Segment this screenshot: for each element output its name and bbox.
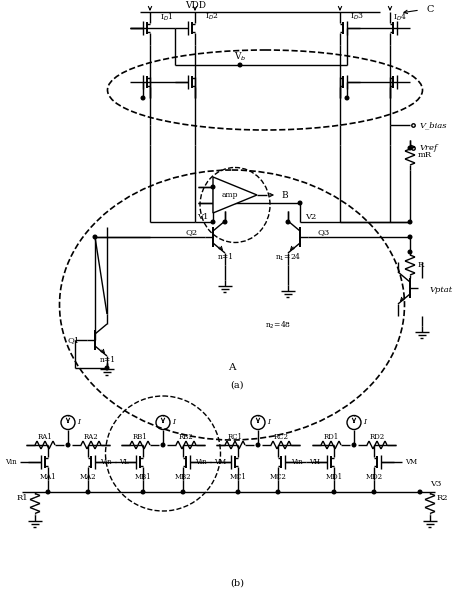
Circle shape xyxy=(332,490,336,494)
Circle shape xyxy=(46,490,50,494)
Text: I$_D$2: I$_D$2 xyxy=(205,12,219,22)
Text: I: I xyxy=(267,418,270,426)
Text: Vin: Vin xyxy=(195,458,207,466)
Text: RB1: RB1 xyxy=(133,433,147,441)
Text: V_bias: V_bias xyxy=(420,121,447,129)
Text: RA2: RA2 xyxy=(83,433,99,441)
Circle shape xyxy=(141,96,145,100)
Circle shape xyxy=(298,201,302,205)
Text: I: I xyxy=(77,418,80,426)
Text: Vin: Vin xyxy=(5,458,17,466)
Text: Vref: Vref xyxy=(420,144,438,152)
Text: VL: VL xyxy=(119,458,128,466)
Text: Vin: Vin xyxy=(292,458,303,466)
Text: MD1: MD1 xyxy=(326,473,343,481)
Text: R2: R2 xyxy=(437,494,448,502)
Text: RC2: RC2 xyxy=(273,433,289,441)
Text: (b): (b) xyxy=(230,579,244,588)
Circle shape xyxy=(236,490,240,494)
Text: V2: V2 xyxy=(305,213,316,221)
Text: MB2: MB2 xyxy=(175,473,191,481)
Circle shape xyxy=(211,185,215,189)
Text: Q2: Q2 xyxy=(186,228,198,236)
Circle shape xyxy=(238,63,242,67)
Circle shape xyxy=(352,443,356,447)
Text: Vin: Vin xyxy=(100,458,112,466)
Text: I$_D$4: I$_D$4 xyxy=(393,11,407,23)
Text: n=1: n=1 xyxy=(218,253,234,261)
Text: V1: V1 xyxy=(197,213,208,221)
Text: V$_b$: V$_b$ xyxy=(234,51,246,63)
Text: VM: VM xyxy=(405,458,417,466)
Text: n$_2$=48: n$_2$=48 xyxy=(265,319,291,331)
Text: I: I xyxy=(172,418,175,426)
Text: RD1: RD1 xyxy=(323,433,338,441)
Text: n$_1$=24: n$_1$=24 xyxy=(275,251,301,263)
Circle shape xyxy=(105,366,109,370)
Text: I: I xyxy=(363,418,366,426)
Text: MA1: MA1 xyxy=(40,473,56,481)
Circle shape xyxy=(408,146,412,150)
Circle shape xyxy=(408,235,412,239)
Text: C: C xyxy=(426,5,434,14)
Text: RD2: RD2 xyxy=(369,433,384,441)
Circle shape xyxy=(372,490,376,494)
Circle shape xyxy=(161,443,165,447)
Text: RA1: RA1 xyxy=(37,433,52,441)
Text: VM: VM xyxy=(214,458,226,466)
Text: R1: R1 xyxy=(17,494,28,502)
Text: VH: VH xyxy=(309,458,320,466)
Circle shape xyxy=(345,96,349,100)
Text: VDD: VDD xyxy=(185,1,206,10)
Text: RB2: RB2 xyxy=(179,433,193,441)
Text: A: A xyxy=(228,364,236,373)
Polygon shape xyxy=(213,177,257,213)
Circle shape xyxy=(66,443,70,447)
Text: (a): (a) xyxy=(230,380,244,389)
Circle shape xyxy=(286,220,290,224)
Text: MC1: MC1 xyxy=(229,473,246,481)
Circle shape xyxy=(408,250,412,254)
Text: MB1: MB1 xyxy=(135,473,151,481)
Text: n=1: n=1 xyxy=(100,356,116,364)
Circle shape xyxy=(86,490,90,494)
Text: R: R xyxy=(418,261,424,269)
Text: RC1: RC1 xyxy=(228,433,243,441)
Circle shape xyxy=(223,220,227,224)
Circle shape xyxy=(93,235,97,239)
Circle shape xyxy=(418,490,422,494)
Text: MD2: MD2 xyxy=(365,473,383,481)
Text: B: B xyxy=(281,190,288,199)
Circle shape xyxy=(256,443,260,447)
Circle shape xyxy=(211,220,215,224)
Text: Vptat: Vptat xyxy=(430,286,453,294)
Circle shape xyxy=(408,220,412,224)
Text: Q3: Q3 xyxy=(318,228,330,236)
Text: Q1: Q1 xyxy=(68,336,80,344)
Text: V3: V3 xyxy=(430,480,441,488)
Text: I$_D$3: I$_D$3 xyxy=(350,12,364,22)
Text: amp: amp xyxy=(222,191,238,199)
Circle shape xyxy=(276,490,280,494)
Text: I$_D$1: I$_D$1 xyxy=(160,11,173,23)
Circle shape xyxy=(141,490,145,494)
Text: MC2: MC2 xyxy=(270,473,286,481)
Circle shape xyxy=(181,490,185,494)
Text: MA2: MA2 xyxy=(80,473,96,481)
Text: mR: mR xyxy=(418,151,432,159)
